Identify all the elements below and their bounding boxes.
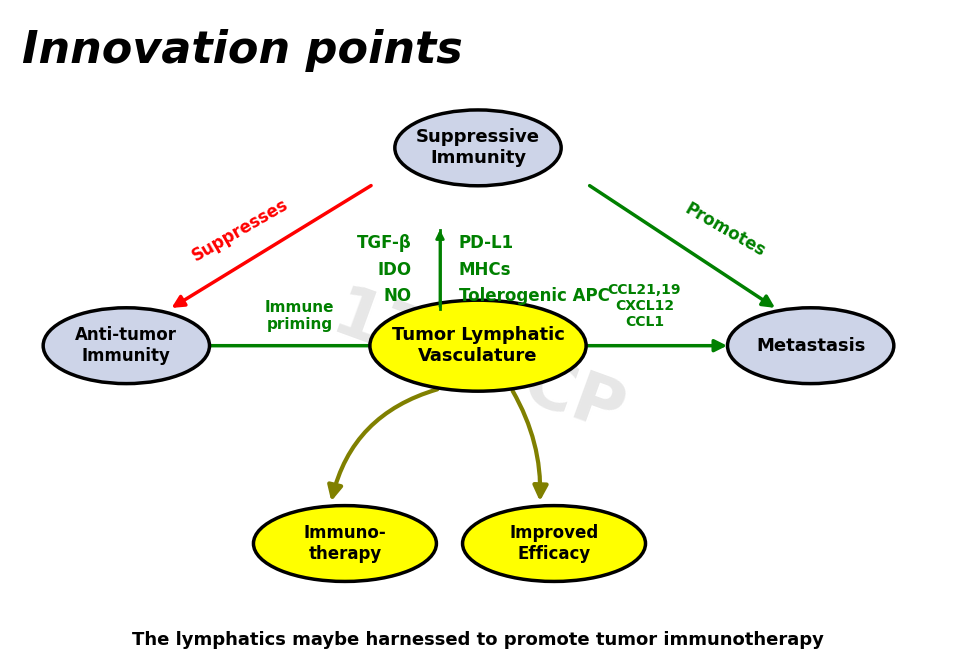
Text: Suppressive
Immunity: Suppressive Immunity [416, 128, 540, 168]
Text: Anti-tumor
Immunity: Anti-tumor Immunity [76, 327, 177, 365]
Ellipse shape [463, 505, 645, 581]
Text: The lymphatics maybe harnessed to promote tumor immunotherapy: The lymphatics maybe harnessed to promot… [132, 631, 824, 649]
Text: NO: NO [383, 287, 411, 305]
Text: TGF-β: TGF-β [357, 235, 411, 253]
Text: Suppresses: Suppresses [189, 196, 292, 265]
Ellipse shape [43, 308, 209, 384]
Text: Metastasis: Metastasis [756, 336, 865, 354]
Text: CCL21,19
CXCL12
CCL1: CCL21,19 CXCL12 CCL1 [608, 283, 681, 329]
Text: IDO: IDO [378, 261, 411, 279]
Ellipse shape [370, 300, 586, 391]
Ellipse shape [253, 505, 437, 581]
Text: PD-L1: PD-L1 [459, 235, 514, 253]
Text: Promotes: Promotes [682, 200, 769, 261]
Text: MHCs: MHCs [459, 261, 511, 279]
Text: Tumor Lymphatic
Vasculature: Tumor Lymphatic Vasculature [392, 327, 564, 365]
Text: 17ZUCP: 17ZUCP [323, 282, 633, 449]
Ellipse shape [395, 110, 561, 186]
Text: Immune
priming: Immune priming [265, 300, 334, 332]
Text: Tolerogenic APC: Tolerogenic APC [459, 287, 610, 305]
Text: Immuno-
therapy: Immuno- therapy [304, 524, 386, 563]
Text: Innovation points: Innovation points [22, 29, 463, 72]
Text: Improved
Efficacy: Improved Efficacy [510, 524, 598, 563]
Ellipse shape [728, 308, 894, 384]
